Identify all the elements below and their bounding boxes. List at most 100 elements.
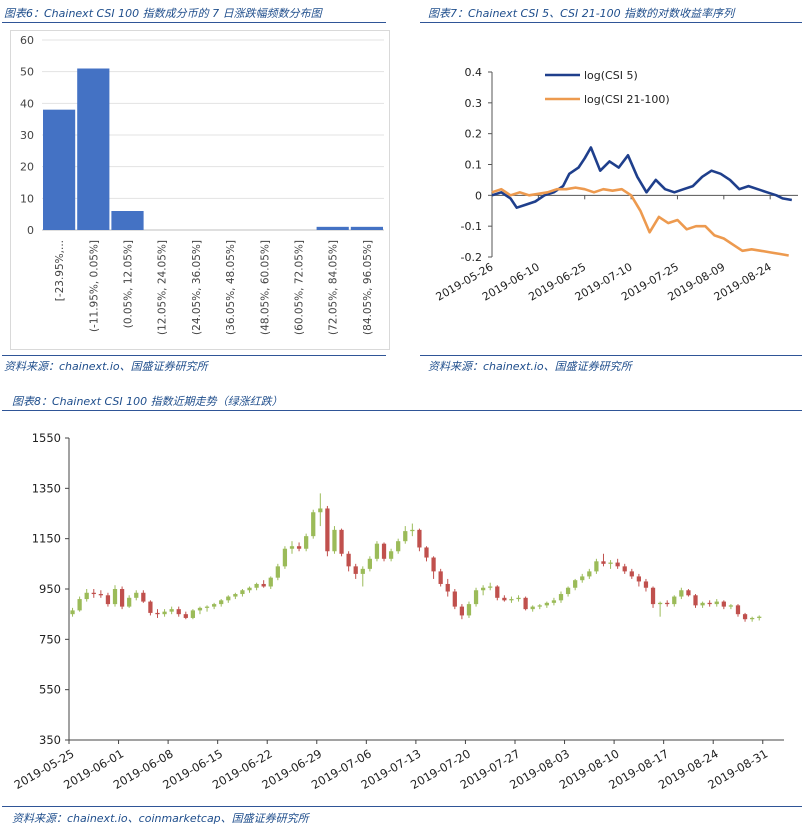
candle-down <box>176 609 181 615</box>
candle-down <box>721 601 726 607</box>
y-tick-label: 0.3 <box>465 97 483 110</box>
candle-down <box>98 594 103 596</box>
candle-down <box>91 592 96 595</box>
histogram-bar <box>350 226 383 230</box>
candle-down <box>417 529 422 548</box>
candle-down <box>261 583 266 587</box>
candle-down <box>601 561 606 564</box>
candle-down <box>735 605 741 615</box>
candle-up <box>289 546 295 549</box>
y-tick-label: 20 <box>20 161 34 174</box>
candle-up <box>360 568 365 574</box>
legend-label: log(CSI 21-100) <box>584 93 670 106</box>
candle-up <box>197 607 203 611</box>
x-category-label: (60.05%, 72.05%] <box>294 240 306 335</box>
candle-down <box>707 602 712 605</box>
candle-up <box>714 601 719 605</box>
y-tick-label: -0.2 <box>461 251 482 264</box>
candle-up <box>388 551 394 559</box>
y-tick-label: 0.1 <box>465 159 483 172</box>
candle-up <box>318 508 323 513</box>
candle-up <box>573 580 578 588</box>
y-tick-label: 1550 <box>32 431 61 445</box>
candle-down <box>119 589 125 607</box>
candle-up <box>233 594 238 597</box>
candle-up <box>190 610 196 618</box>
candle-up <box>466 604 472 616</box>
candle-up <box>488 586 493 588</box>
candle-up <box>481 587 486 591</box>
candle-up <box>332 529 337 552</box>
y-tick-label: 40 <box>20 97 34 110</box>
candle-down <box>438 571 443 584</box>
candle-up <box>728 605 734 607</box>
fig6-source: 资料来源：chainext.io、国盛证券研究所 <box>4 360 208 373</box>
histogram-bar <box>111 211 144 230</box>
candle-up <box>304 536 309 549</box>
candle-up <box>672 596 677 605</box>
fig8-source: 资料来源：chainext.io、coinmarketcap、国盛证券研究所 <box>12 812 309 825</box>
candle-down <box>495 586 500 598</box>
candle-up <box>134 592 139 598</box>
candle-up <box>757 616 762 618</box>
candle-down <box>686 590 691 596</box>
candle-up <box>212 604 217 607</box>
candle-down <box>346 553 351 567</box>
candle-up <box>169 609 174 612</box>
y-tick-label: 50 <box>20 66 34 79</box>
candle-down <box>381 543 387 559</box>
candle-up <box>77 599 82 611</box>
candle-down <box>629 571 634 577</box>
fig6-caption: 图表6：Chainext CSI 100 指数成分币的 7 日涨跌幅频数分布图 <box>4 7 322 20</box>
candle-down <box>502 597 507 601</box>
candle-up <box>112 589 118 605</box>
candle-up <box>551 600 557 603</box>
y-tick-label: 0 <box>27 224 34 237</box>
fig6-top-rule <box>2 22 386 23</box>
candle-up <box>657 602 663 605</box>
x-category-label: (12.05%, 24.05%] <box>157 240 169 335</box>
y-tick-label: 30 <box>20 129 34 142</box>
candle-up <box>84 592 89 600</box>
candle-up <box>240 590 245 595</box>
x-category-label: (36.05%, 48.05%] <box>225 240 237 335</box>
candle-up <box>311 512 316 537</box>
fig8-top-rule <box>2 410 802 411</box>
candle-up <box>587 571 592 577</box>
fig7-caption: 图表7：Chainext CSI 5、CSI 21-100 指数的对数收益率序列 <box>428 7 735 20</box>
candle-up <box>608 562 613 564</box>
candle-down <box>452 591 457 607</box>
candle-down <box>650 587 656 605</box>
candle-down <box>424 547 429 558</box>
histogram-bar <box>43 109 76 230</box>
candle-up <box>750 617 755 620</box>
candle-up <box>516 597 521 600</box>
candle-up <box>219 600 224 605</box>
candle-down <box>445 583 450 592</box>
candle-up <box>374 543 380 559</box>
y-tick-label: 750 <box>39 632 61 646</box>
y-tick-label: 350 <box>39 733 61 747</box>
candle-down <box>615 562 620 567</box>
candle-down <box>141 592 146 602</box>
y-tick-label: 1350 <box>32 481 61 495</box>
candle-up <box>558 594 564 601</box>
candle-up <box>247 587 252 591</box>
candle-down <box>431 557 436 572</box>
candle-down <box>693 595 698 606</box>
candle-down <box>148 601 153 613</box>
candle-up <box>565 587 571 595</box>
y-tick-label: 0 <box>475 189 482 202</box>
y-tick-label: 1150 <box>32 532 61 546</box>
candle-down <box>643 581 649 588</box>
y-tick-label: 60 <box>20 34 34 47</box>
candle-down <box>459 606 465 616</box>
candle-down <box>325 508 330 552</box>
candle-up <box>70 610 75 615</box>
y-tick-label: 950 <box>39 582 61 596</box>
candle-down <box>155 612 160 615</box>
x-category-label: (84.05%, 96.05%] <box>362 240 374 335</box>
fig7-top-rule <box>420 22 802 23</box>
histogram-frame <box>10 30 390 350</box>
candle-up <box>403 531 408 542</box>
